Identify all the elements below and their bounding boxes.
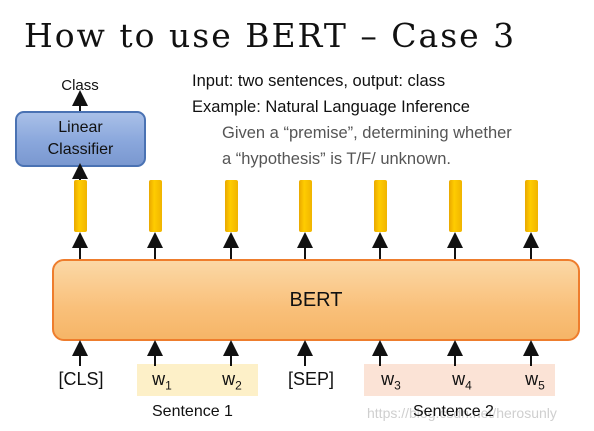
output-vector-sep bbox=[299, 180, 312, 232]
sentence1-highlight bbox=[137, 364, 258, 396]
class-output-label: Class bbox=[61, 77, 99, 94]
output-vector-w4 bbox=[449, 180, 462, 232]
token-sep: [SEP] bbox=[287, 369, 335, 389]
output-vector-w3 bbox=[374, 180, 387, 232]
task-description-input-output: Input: two sentences, output: class bbox=[192, 72, 446, 90]
task-description-example: Example: Natural Language Inference bbox=[192, 98, 470, 116]
sentence1-label: Sentence 1 bbox=[152, 403, 233, 420]
task-description-premise: Given a “premise”, determining whether bbox=[222, 124, 512, 142]
token-cls: [CLS] bbox=[58, 369, 104, 389]
output-vector-w2 bbox=[225, 180, 238, 232]
sentence2-label: Sentence 2 bbox=[413, 403, 494, 420]
task-description-hypothesis: a “hypothesis” is T/F/ unknown. bbox=[222, 150, 451, 168]
token-w4: w4 bbox=[452, 369, 472, 393]
output-vector-w5 bbox=[525, 180, 538, 232]
linear-classifier-box: Linear Classifier bbox=[15, 111, 146, 167]
linear-classifier-line1: Linear bbox=[58, 119, 103, 136]
slide-title: How to use BERT – Case 3 bbox=[24, 16, 517, 55]
output-vector-cls bbox=[74, 180, 87, 232]
token-w3: w3 bbox=[381, 369, 401, 393]
sentence2-highlight bbox=[364, 364, 555, 396]
token-w5: w5 bbox=[525, 369, 545, 393]
bert-encoder-label: BERT bbox=[289, 288, 343, 311]
token-w1: w1 bbox=[152, 369, 172, 393]
linear-classifier-line2: Classifier bbox=[47, 141, 114, 158]
watermark-text: https://blog.csdn.net/herosunly bbox=[367, 405, 557, 421]
bert-encoder-box: BERT bbox=[52, 259, 580, 341]
token-w2: w2 bbox=[222, 369, 242, 393]
output-vector-w1 bbox=[149, 180, 162, 232]
